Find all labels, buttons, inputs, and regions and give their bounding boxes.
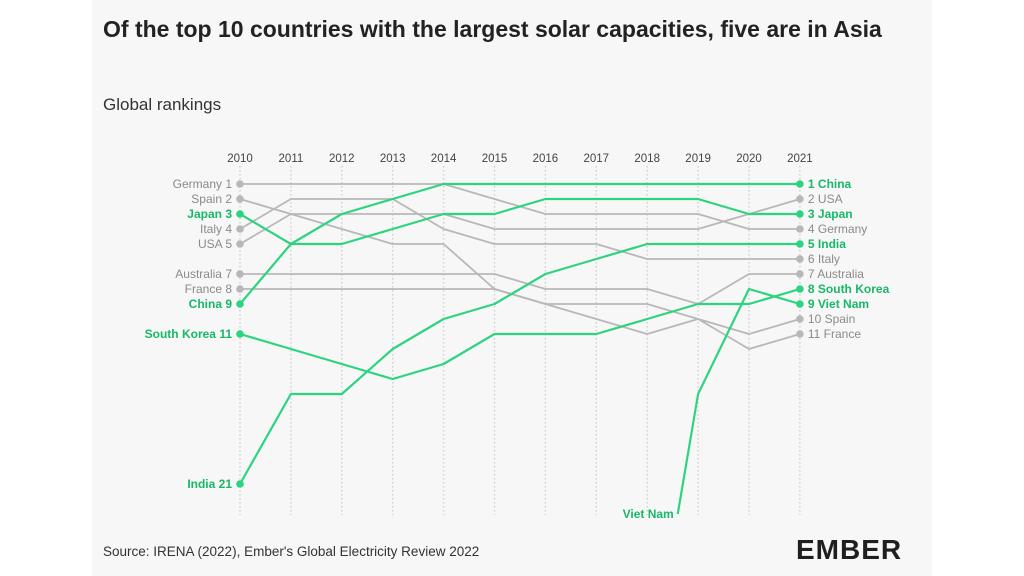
end-label-australia: 7 Australia [808, 267, 864, 281]
end-label-italy: 6 Italy [808, 252, 840, 266]
start-dot-usa [236, 240, 244, 248]
end-dot-spain [796, 315, 804, 323]
start-label-australia: Australia 7 [175, 267, 232, 281]
year-tick-2016: 2016 [533, 153, 559, 165]
chart-title: Of the top 10 countries with the largest… [103, 16, 882, 42]
start-label-france: France 8 [185, 282, 233, 296]
start-dot-south-korea [236, 330, 244, 338]
year-tick-2013: 2013 [380, 153, 406, 165]
ember-logo: EMBER [796, 534, 903, 565]
start-label-china: China 9 [189, 297, 233, 311]
end-dot-viet-nam [796, 300, 804, 308]
year-tick-2012: 2012 [329, 153, 355, 165]
series-line-australia [240, 273, 800, 305]
start-dot-china [236, 300, 244, 308]
series-line-usa [239, 198, 801, 245]
start-dot-france [236, 285, 244, 293]
start-label-japan: Japan 3 [187, 207, 232, 221]
start-dot-india [236, 480, 244, 488]
series-line-china [239, 182, 800, 305]
start-dot-australia [236, 270, 244, 278]
end-label-france: 11 France [808, 327, 861, 341]
year-tick-2018: 2018 [634, 153, 660, 165]
year-tick-2021: 2021 [787, 153, 813, 165]
end-dot-india [796, 240, 804, 248]
end-label-japan: 3 Japan [808, 207, 853, 221]
start-label-germany: Germany 1 [173, 177, 233, 191]
end-label-spain: 10 Spain [808, 312, 855, 326]
end-label-south-korea: 8 South Korea [808, 282, 890, 296]
start-label-viet-nam: Viet Nam [623, 507, 674, 521]
end-label-china: 1 China [808, 177, 852, 191]
series-line-japan [239, 197, 800, 246]
end-dot-japan [796, 210, 804, 218]
end-dot-germany [796, 225, 804, 233]
chart-subtitle: Global rankings [103, 95, 222, 114]
start-label-south-korea: South Korea 11 [145, 327, 233, 341]
start-label-india: India 21 [187, 477, 232, 491]
source-note: Source: IRENA (2022), Ember's Global Ele… [103, 544, 480, 559]
end-dot-china [796, 180, 804, 188]
end-dot-usa [796, 195, 804, 203]
start-label-usa: USA 5 [198, 237, 232, 251]
series-line-south-korea [239, 287, 801, 381]
year-tick-2014: 2014 [431, 153, 457, 165]
year-tick-2017: 2017 [584, 153, 610, 165]
year-tick-2015: 2015 [482, 153, 508, 165]
year-tick-2019: 2019 [685, 153, 711, 165]
year-tick-2020: 2020 [736, 153, 762, 165]
start-dot-italy [236, 225, 244, 233]
end-label-germany: 4 Germany [808, 222, 867, 236]
end-label-usa: 2 USA [808, 192, 843, 206]
start-label-italy: Italy 4 [200, 222, 232, 236]
start-label-spain: Spain 2 [191, 192, 232, 206]
end-dot-australia [796, 270, 804, 278]
year-tick-2011: 2011 [279, 153, 304, 165]
start-dot-japan [236, 210, 244, 218]
start-dot-spain [236, 195, 244, 203]
end-label-india: 5 India [808, 237, 846, 251]
chart-card [92, 0, 932, 576]
end-label-viet-nam: 9 Viet Nam [808, 297, 869, 311]
series-line-italy [239, 198, 800, 260]
end-dot-france [796, 330, 804, 338]
end-dot-italy [796, 255, 804, 263]
start-dot-germany [236, 180, 244, 188]
year-tick-2010: 2010 [227, 153, 253, 165]
end-dot-south-korea [796, 285, 804, 293]
series-line-viet-nam [676, 287, 801, 515]
series-line-france [240, 288, 801, 350]
series-line-india [239, 242, 800, 485]
